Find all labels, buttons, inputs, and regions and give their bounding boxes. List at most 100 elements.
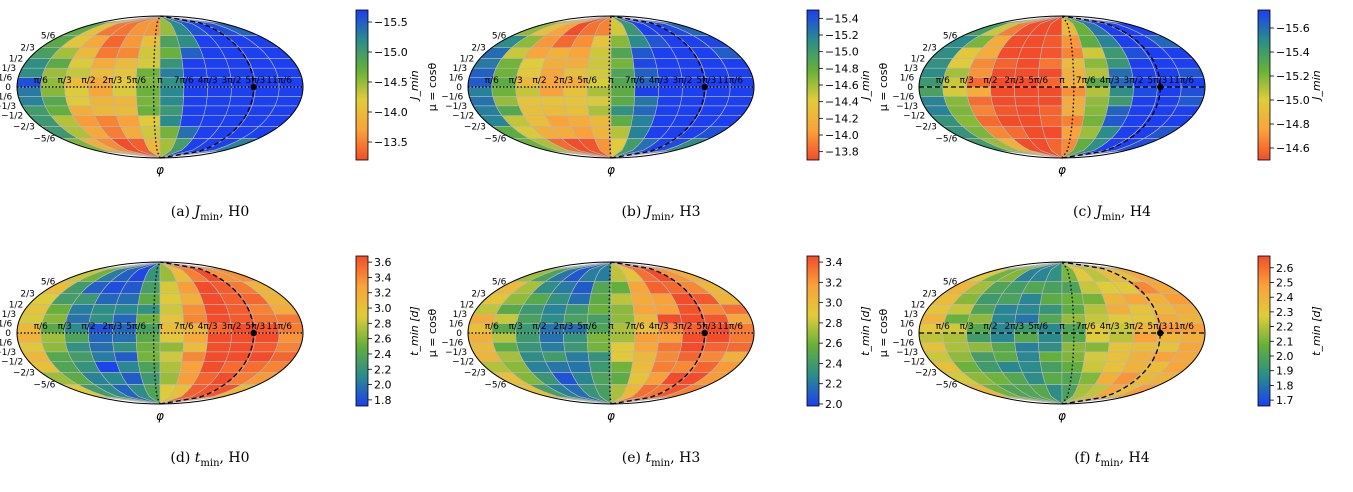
panel-caption: (d) tmin, H0 xyxy=(170,450,250,469)
colorbar-tick-label: 1.7 xyxy=(1276,394,1294,407)
colorbar-label: J_min xyxy=(1310,70,1323,102)
sky-cell xyxy=(657,86,683,97)
phi-tick-label: 2π/3 xyxy=(553,76,573,86)
mu-tick-label: −2/3 xyxy=(915,368,937,378)
sky-cell xyxy=(115,47,141,59)
sky-cell xyxy=(562,86,588,97)
colorbar-tick-label: 2.4 xyxy=(825,357,843,370)
sky-cell xyxy=(179,293,205,305)
mu-tick-label: −5/6 xyxy=(33,380,55,390)
y-axis-label: μ = cosθ xyxy=(877,63,890,112)
colorbar-tick-label: 2.0 xyxy=(1276,350,1294,363)
sky-cell xyxy=(139,372,161,385)
colorbar-tick-label: 1.8 xyxy=(374,394,392,407)
mu-tick-label: 5/6 xyxy=(492,278,507,288)
sky-cell xyxy=(139,35,161,49)
phi-tick-label: 3π/2 xyxy=(673,76,693,86)
mu-tick-label: −5/6 xyxy=(935,134,957,144)
panel-caption: (b) Jmin, H3 xyxy=(621,204,701,223)
phi-tick-label: π xyxy=(608,76,614,86)
colorbar-tick-label: 3.4 xyxy=(374,271,392,284)
sky-cell xyxy=(113,351,139,362)
sky-cell xyxy=(159,115,183,127)
sky-cell xyxy=(1130,342,1157,353)
mu-tick-label: −2/3 xyxy=(464,122,486,132)
sky-cell xyxy=(610,57,635,69)
sky-cell xyxy=(566,115,592,127)
sky-cell xyxy=(1038,105,1063,116)
mu-tick-label: 1/3 xyxy=(2,64,16,74)
sky-cell xyxy=(1038,342,1063,353)
sky-cell xyxy=(274,342,303,353)
colorbar-tick-label: 2.6 xyxy=(1276,262,1294,275)
sky-cell xyxy=(566,361,592,373)
sky-cell xyxy=(467,332,494,343)
phi-tick-label: π/2 xyxy=(983,76,997,86)
chart-svg: π/6 π/3 π/2 2π/3 5π/6 π 7π/6 4π/3 3π/2 5π/3 11π/6 5… xyxy=(426,9,872,177)
phi-tick-label: 5π/3 xyxy=(245,76,265,86)
sky-cell xyxy=(41,342,69,353)
chart-svg: π/6 π/3 π/2 2π/3 5π/6 π 7π/6 4π/3 3π/2 5π/3 11π/6 5… xyxy=(0,9,421,177)
mu-tick-label: −1/6 xyxy=(441,338,463,348)
sky-cell xyxy=(657,332,683,343)
sky-cell xyxy=(17,342,46,353)
colorbar-tick-label: 3.2 xyxy=(825,276,843,289)
colorbar-tick-label: −13.8 xyxy=(825,146,859,159)
sky-cell xyxy=(587,105,612,116)
sky-cell xyxy=(1041,372,1063,385)
x-axis-label: φ xyxy=(156,163,164,177)
sky-cell xyxy=(113,303,139,315)
colorbar-tick-label: 1.9 xyxy=(1276,365,1294,378)
colorbar-tick-label: −14.5 xyxy=(374,76,408,89)
sky-cell xyxy=(1130,96,1157,107)
colorbar-tick-label: 2.5 xyxy=(1276,276,1294,289)
colorbar-tick-label: 2.2 xyxy=(1276,321,1294,334)
sky-cell xyxy=(588,293,612,305)
sky-cell xyxy=(136,105,161,116)
sky-cell xyxy=(518,57,547,69)
chart-svg: π/6 π/3 π/2 2π/3 5π/6 π 7π/6 4π/3 3π/2 5π/3 11π/6 5… xyxy=(0,255,421,423)
mu-tick-label: 1/3 xyxy=(2,310,16,320)
sky-cell xyxy=(990,96,1017,107)
panel-e: π/6 π/3 π/2 2π/3 5π/6 π 7π/6 4π/3 3π/2 5π/3 11π/6 5… xyxy=(426,246,902,492)
sky-cell xyxy=(634,86,660,97)
sky-cell xyxy=(918,86,945,97)
sky-cell xyxy=(656,342,683,353)
sky-cell xyxy=(254,332,280,343)
phi-tick-label: π/3 xyxy=(509,322,523,332)
phi-tick-label: 7π/6 xyxy=(625,322,645,332)
sky-cell xyxy=(654,303,681,315)
sky-cell xyxy=(918,332,945,343)
mu-tick-label: −1/6 xyxy=(892,92,914,102)
sky-cell xyxy=(1081,47,1107,59)
sky-cell xyxy=(654,57,681,69)
sky-cell xyxy=(919,96,948,107)
sky-cell xyxy=(590,281,612,295)
colorbar-tick-label: 2.2 xyxy=(825,378,843,391)
sky-cell xyxy=(586,332,612,343)
colorbar-tick-label: −15.4 xyxy=(825,12,859,25)
colorbar-label: J_min xyxy=(408,70,421,102)
sky-cell xyxy=(728,86,755,97)
mu-tick-label: 5/6 xyxy=(492,32,507,42)
colorbar-tick-label: 2.8 xyxy=(374,317,392,330)
sky-cell xyxy=(1038,303,1063,315)
mu-tick-label: −1/2 xyxy=(903,112,925,122)
sky-cell xyxy=(942,332,968,343)
y-axis-label: μ = cosθ xyxy=(426,63,439,112)
colorbar xyxy=(806,9,820,161)
sky-cell xyxy=(1105,57,1132,69)
sky-cell xyxy=(990,332,1016,343)
colorbar-tick-label: 3.0 xyxy=(374,302,392,315)
phi-tick-label: 3π/2 xyxy=(222,322,242,332)
colorbar-label: J_min xyxy=(859,70,872,102)
sky-cell xyxy=(1108,86,1134,97)
sky-cell xyxy=(632,57,658,69)
sky-cell xyxy=(136,303,161,315)
phi-tick-label: π/2 xyxy=(532,322,546,332)
mu-tick-label: 1/6 xyxy=(449,74,464,84)
mu-tick-label: 1/2 xyxy=(9,300,23,310)
sky-cell xyxy=(1107,96,1134,107)
phi-tick-label: π/6 xyxy=(485,322,499,332)
sky-cell xyxy=(541,303,568,315)
